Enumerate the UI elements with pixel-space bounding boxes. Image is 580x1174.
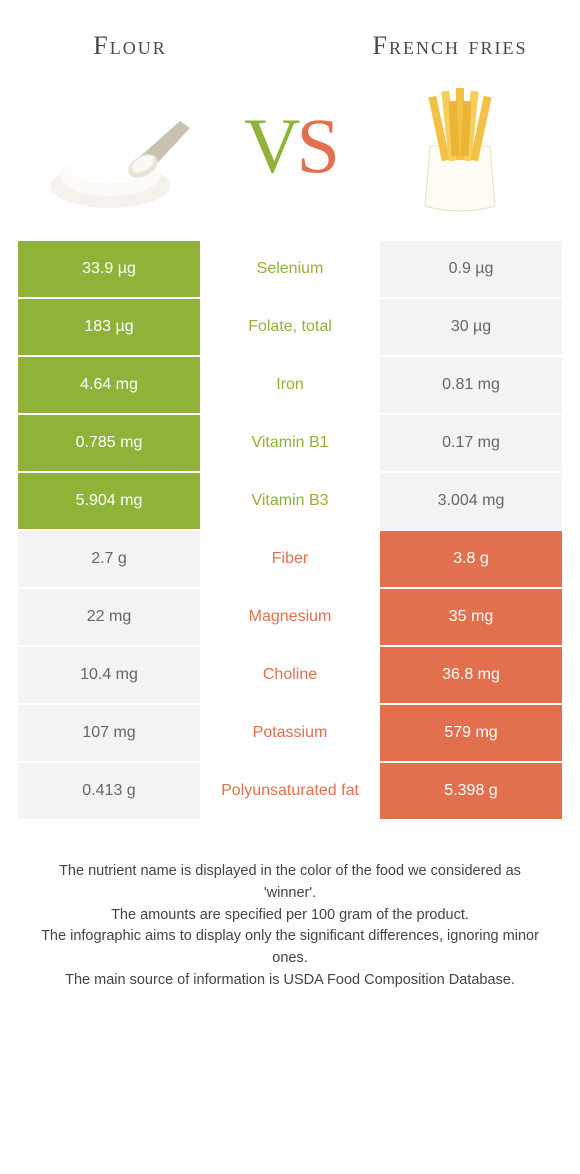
right-value: 3.8 g — [380, 531, 562, 587]
right-value: 0.9 µg — [380, 241, 562, 297]
footer-line-2: The amounts are specified per 100 gram o… — [35, 905, 545, 927]
right-value: 579 mg — [380, 705, 562, 761]
table-row: 0.785 mgVitamin B10.17 mg — [18, 415, 562, 471]
left-value: 0.413 g — [18, 763, 200, 819]
nutrient-label: Polyunsaturated fat — [200, 763, 380, 819]
footer-line-3: The infographic aims to display only the… — [35, 926, 545, 970]
table-row: 183 µgFolate, total30 µg — [18, 299, 562, 355]
vs-label: VS — [244, 101, 336, 191]
table-row: 5.904 mgVitamin B33.004 mg — [18, 473, 562, 529]
nutrient-label: Potassium — [200, 705, 380, 761]
right-value: 0.17 mg — [380, 415, 562, 471]
nutrient-label: Iron — [200, 357, 380, 413]
vs-v: V — [244, 102, 296, 189]
left-value: 4.64 mg — [18, 357, 200, 413]
left-value: 5.904 mg — [18, 473, 200, 529]
table-row: 2.7 gFiber3.8 g — [18, 531, 562, 587]
table-row: 22 mgMagnesium35 mg — [18, 589, 562, 645]
comparison-table: 33.9 µgSelenium0.9 µg183 µgFolate, total… — [0, 241, 580, 819]
table-row: 0.413 gPolyunsaturated fat5.398 g — [18, 763, 562, 819]
left-food-title: Flour — [40, 30, 220, 61]
images-row: VS — [0, 71, 580, 241]
nutrient-label: Fiber — [200, 531, 380, 587]
table-row: 4.64 mgIron0.81 mg — [18, 357, 562, 413]
vs-s: S — [296, 102, 335, 189]
right-value: 36.8 mg — [380, 647, 562, 703]
right-value: 0.81 mg — [380, 357, 562, 413]
nutrient-label: Selenium — [200, 241, 380, 297]
right-value: 35 mg — [380, 589, 562, 645]
left-value: 2.7 g — [18, 531, 200, 587]
left-value: 33.9 µg — [18, 241, 200, 297]
right-value: 5.398 g — [380, 763, 562, 819]
nutrient-label: Vitamin B3 — [200, 473, 380, 529]
table-row: 10.4 mgCholine36.8 mg — [18, 647, 562, 703]
left-value: 0.785 mg — [18, 415, 200, 471]
left-value: 10.4 mg — [18, 647, 200, 703]
right-value: 3.004 mg — [380, 473, 562, 529]
table-row: 107 mgPotassium579 mg — [18, 705, 562, 761]
footer-line-4: The main source of information is USDA F… — [35, 970, 545, 992]
footer-notes: The nutrient name is displayed in the co… — [0, 821, 580, 992]
footer-line-1: The nutrient name is displayed in the co… — [35, 861, 545, 905]
table-row: 33.9 µgSelenium0.9 µg — [18, 241, 562, 297]
left-value: 22 mg — [18, 589, 200, 645]
fries-image — [370, 71, 550, 221]
left-value: 183 µg — [18, 299, 200, 355]
nutrient-label: Choline — [200, 647, 380, 703]
header: Flour French fries — [0, 0, 580, 71]
right-food-title: French fries — [360, 30, 540, 61]
right-value: 30 µg — [380, 299, 562, 355]
nutrient-label: Magnesium — [200, 589, 380, 645]
nutrient-label: Vitamin B1 — [200, 415, 380, 471]
left-value: 107 mg — [18, 705, 200, 761]
flour-image — [30, 71, 210, 221]
nutrient-label: Folate, total — [200, 299, 380, 355]
